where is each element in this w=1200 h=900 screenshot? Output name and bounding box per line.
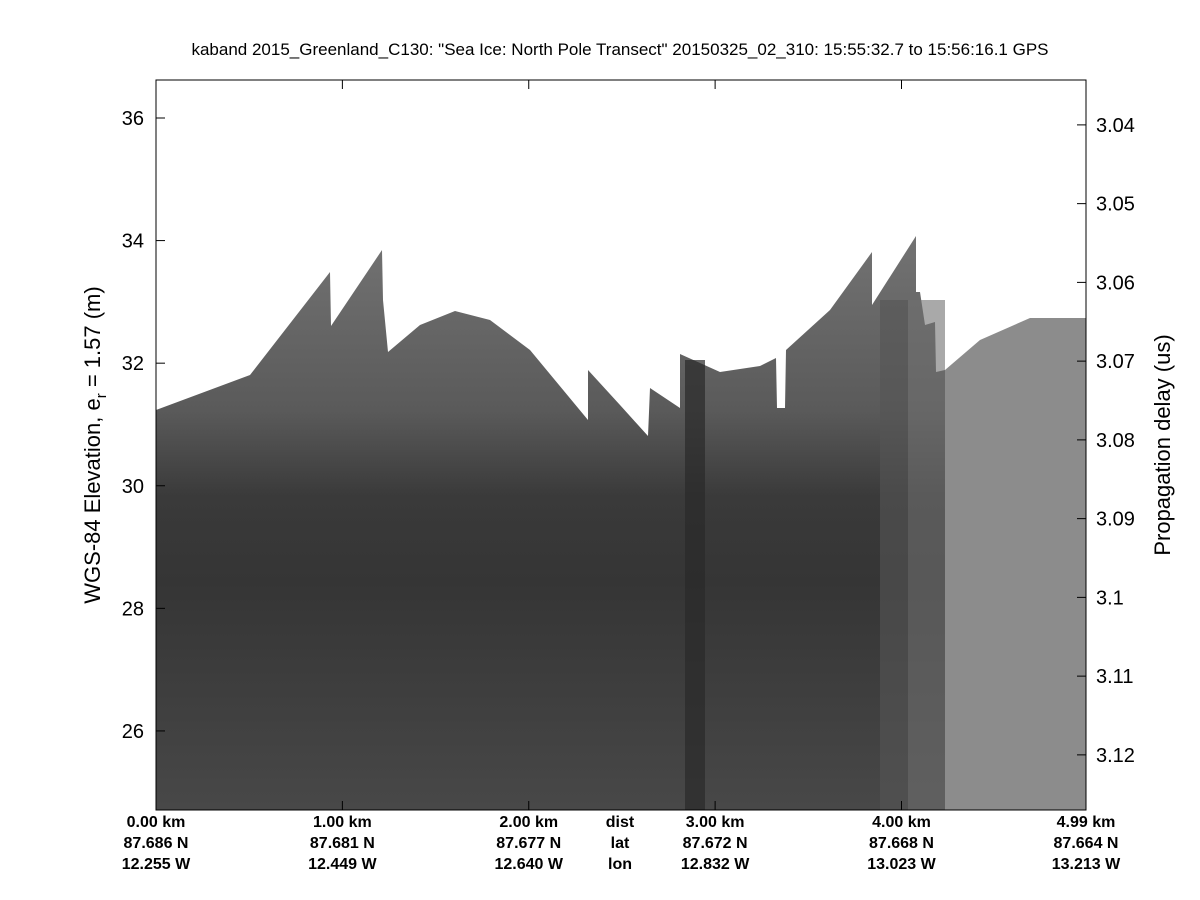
y2-tick-label: 3.09 xyxy=(1096,509,1135,531)
y2-tick-label: 3.08 xyxy=(1096,430,1135,452)
y2-tick-label: 3.05 xyxy=(1096,194,1135,216)
chart-title: kaband 2015_Greenland_C130: "Sea Ice: No… xyxy=(191,40,1048,59)
y-tick-label: 28 xyxy=(122,598,144,620)
x-tick-lat: 87.686 N xyxy=(124,835,189,852)
x-tick-lat: 87.681 N xyxy=(310,835,375,852)
y2-tick-label: 3.06 xyxy=(1096,272,1135,294)
x-tick-lon: 12.255 W xyxy=(122,856,191,873)
y-tick-label: 32 xyxy=(122,353,144,375)
x-row-label: dist xyxy=(606,814,635,831)
stripe xyxy=(880,300,908,810)
echogram-dark xyxy=(156,236,945,810)
y2-axis-label: Propagation delay (us) xyxy=(1150,334,1175,555)
y-tick-label: 30 xyxy=(122,476,144,498)
axes-box xyxy=(155,79,1087,811)
x-tick-label: 4.00 km xyxy=(872,814,931,831)
y2-tick-label: 3.07 xyxy=(1096,351,1135,373)
x-tick-lat: 87.668 N xyxy=(869,835,934,852)
dark-stripe xyxy=(685,360,705,810)
y-label-text: WGS-84 Elevation, e xyxy=(80,398,105,603)
x-tick-label: 0.00 km xyxy=(127,814,186,831)
y-axis-label: WGS-84 Elevation, er = 1.57 (m) xyxy=(80,286,110,603)
x-tick-label: 3.00 km xyxy=(686,814,745,831)
y2-tick-label: 3.04 xyxy=(1096,115,1135,137)
y-tick-label: 34 xyxy=(122,231,144,253)
x-tick-lon: 12.640 W xyxy=(495,856,564,873)
x-tick-lon: 13.023 W xyxy=(867,856,936,873)
x-tick-lon: 13.213 W xyxy=(1052,856,1121,873)
y2-tick-label: 3.11 xyxy=(1096,666,1133,688)
x-tick-label: 2.00 km xyxy=(499,814,558,831)
x-tick-lat: 87.672 N xyxy=(683,835,748,852)
y-label-text: = 1.57 (m) xyxy=(80,286,105,393)
y2-tick-label: 3.1 xyxy=(1096,587,1124,609)
x-tick-lat: 87.664 N xyxy=(1054,835,1119,852)
stripe xyxy=(908,300,945,810)
x-tick-lon: 12.832 W xyxy=(681,856,750,873)
y2-tick-label: 3.12 xyxy=(1096,745,1135,767)
x-tick-lon: 12.449 W xyxy=(308,856,377,873)
y-label-sub: r xyxy=(93,393,110,398)
x-tick-label: 1.00 km xyxy=(313,814,372,831)
x-row-label: lon xyxy=(608,856,632,873)
y-tick-label: 26 xyxy=(122,721,144,743)
echogram xyxy=(156,236,1086,810)
x-tick-label: 4.99 km xyxy=(1057,814,1116,831)
x-tick-lat: 87.677 N xyxy=(496,835,561,852)
y-tick-label: 36 xyxy=(122,108,144,130)
x-row-label: lat xyxy=(611,835,630,852)
echogram-light xyxy=(945,318,1086,810)
